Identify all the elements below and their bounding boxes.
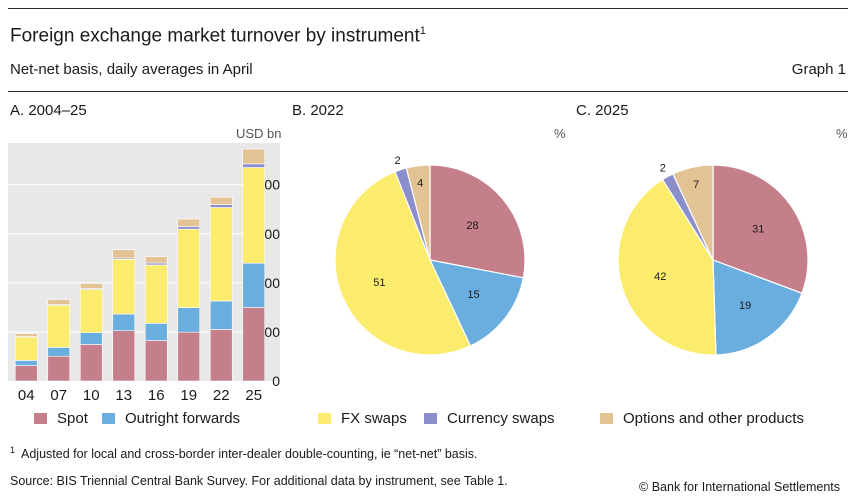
bar-xtick-label: 25	[245, 387, 262, 404]
copyright: © Bank for International Settlements	[639, 480, 840, 494]
bar-segment-outright-forwards	[144, 323, 168, 341]
panel-a-unit: USD bn	[236, 126, 282, 141]
bar-segment-fx-swaps	[112, 259, 136, 315]
bar-segment-options-other	[79, 283, 103, 289]
bar-segment-outright-forwards	[47, 347, 71, 357]
bar-segment-options-other	[112, 249, 136, 259]
legend-item-options-other: Options and other products	[600, 410, 804, 427]
legend-item-fx-swaps: FX swaps	[318, 410, 407, 427]
bar-segment-outright-forwards	[242, 262, 266, 308]
bar-ytick-label: 0	[272, 373, 280, 389]
bar-xtick-label: 10	[83, 387, 100, 404]
bar-segment-options-other	[144, 256, 168, 264]
bar-segment-fx-swaps	[14, 336, 38, 361]
bar-segment-outright-forwards	[112, 313, 136, 332]
legend-label-spot: Spot	[57, 410, 88, 427]
bar-segment-spot	[14, 365, 38, 382]
bar-segment-options-other	[242, 148, 266, 165]
bar-xtick-label: 04	[18, 387, 35, 404]
bar-segment-spot	[242, 307, 266, 382]
bar-segment-spot	[79, 344, 103, 382]
legend: Spot Outright forwards FX swaps Currency…	[0, 410, 860, 432]
pie-2025-slice-outright-forwards	[712, 259, 803, 356]
pie-2025-label-currency-swaps: 2	[660, 163, 666, 175]
bar-segment-outright-forwards	[14, 360, 38, 366]
pie-2025-slice-fx-swaps	[617, 178, 717, 356]
pie-2025-label-outright-forwards: 19	[739, 300, 751, 312]
bar-segment-outright-forwards	[209, 300, 233, 330]
panel-a-title: A. 2004–25	[10, 102, 87, 119]
bar-segment-spot	[47, 355, 71, 382]
bar-segment-options-other	[47, 299, 71, 305]
bar-segment-fx-swaps	[242, 167, 266, 264]
chart-title: Foreign exchange market turnover by inst…	[10, 25, 426, 47]
legend-swatch-currency-swaps	[424, 413, 437, 424]
pie-2022-slice-options-other	[405, 164, 431, 261]
pie-2022-label-spot: 28	[466, 220, 478, 232]
panel-b-title: B. 2022	[292, 102, 344, 119]
pie-2022-label-currency-swaps: 2	[394, 155, 400, 167]
chart-canvas: 02,0004,0006,0008,0000407101316192225281…	[8, 143, 809, 404]
bar-xtick-label: 22	[213, 387, 230, 404]
legend-swatch-options-other	[600, 413, 613, 424]
bar-segment-options-other	[209, 196, 233, 205]
chart-subtitle: Net-net basis, daily averages in April	[10, 61, 253, 78]
pie-2022-slice-spot	[429, 164, 526, 279]
pie-2022-label-options-other: 4	[417, 178, 423, 190]
bar-segment-spot	[209, 329, 233, 382]
source-note: Source: BIS Triennial Central Bank Surve…	[10, 474, 508, 488]
bar-segment-currency-swaps	[242, 163, 266, 168]
bar-xtick-label: 16	[148, 387, 165, 404]
legend-item-currency-swaps: Currency swaps	[424, 410, 555, 427]
bar-segment-outright-forwards	[177, 307, 201, 333]
legend-swatch-spot	[34, 413, 47, 424]
pie-2025-slice-spot	[712, 164, 809, 295]
pie-2025-label-spot: 31	[752, 224, 764, 236]
bar-xtick-label: 07	[50, 387, 67, 404]
legend-label-fx-swaps: FX swaps	[341, 410, 407, 427]
panel-c-unit: %	[836, 126, 848, 141]
graph-label: Graph 1	[791, 61, 846, 78]
bar-xtick-label: 19	[180, 387, 197, 404]
bar-segment-options-other	[177, 218, 201, 227]
bar-segment-options-other	[14, 333, 38, 337]
bar-xtick-label: 13	[115, 387, 132, 404]
pie-2022-label-outright-forwards: 15	[467, 289, 479, 301]
bar-segment-fx-swaps	[79, 289, 103, 333]
pie-2022-label-fx-swaps: 51	[373, 277, 385, 289]
legend-swatch-outright-forwards	[102, 413, 115, 424]
legend-item-spot: Spot	[34, 410, 88, 427]
pie-2022-slice-outright-forwards	[428, 259, 525, 347]
bar-segment-spot	[144, 340, 168, 382]
bar-segment-outright-forwards	[79, 332, 103, 345]
footnote: 1 Adjusted for local and cross-border int…	[10, 445, 478, 462]
pie-2025-slice-options-other	[672, 164, 714, 261]
bar-segment-fx-swaps	[209, 207, 233, 302]
bar-segment-currency-swaps	[177, 226, 201, 230]
legend-label-currency-swaps: Currency swaps	[447, 410, 555, 427]
panel-b-unit: %	[554, 126, 566, 141]
pie-2022-slice-fx-swaps	[334, 170, 472, 356]
header-rule	[8, 91, 848, 92]
legend-swatch-fx-swaps	[318, 413, 331, 424]
legend-item-outright-forwards: Outright forwards	[102, 410, 240, 427]
bar-segment-fx-swaps	[177, 228, 201, 308]
pie-2025-label-options-other: 7	[693, 179, 699, 191]
top-rule	[8, 8, 848, 9]
bar-segment-currency-swaps	[209, 204, 233, 208]
bar-segment-spot	[112, 330, 136, 382]
legend-label-outright-forwards: Outright forwards	[125, 410, 241, 427]
bar-segment-fx-swaps	[47, 305, 71, 348]
bar-segment-spot	[177, 331, 201, 382]
bar-segment-fx-swaps	[144, 264, 168, 324]
pie-2025-label-fx-swaps: 42	[654, 271, 666, 283]
panel-c-title: C. 2025	[576, 102, 629, 119]
legend-label-options-other: Options and other products	[623, 410, 804, 427]
